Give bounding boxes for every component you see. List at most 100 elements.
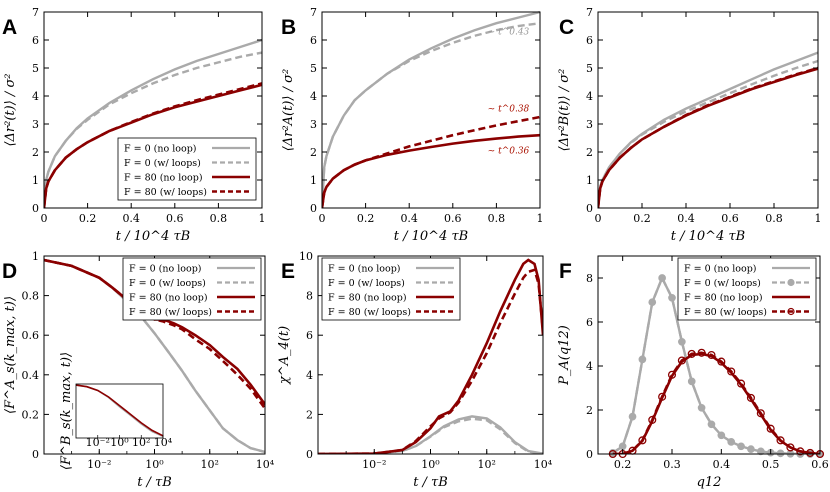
- inset-x-tick-label: 10⁰: [110, 436, 129, 449]
- y-tick-label: 2: [306, 408, 313, 421]
- y-tick-label: 0: [32, 202, 39, 215]
- series-line-C-1: [598, 51, 818, 208]
- y-tick-label: 10: [299, 250, 313, 263]
- series-line-B-2: [322, 22, 540, 208]
- data-point-F-2: [687, 377, 696, 386]
- x-tick-label: 0.5: [762, 458, 780, 471]
- panel-C: C 0 0.2 0.4 0.6 0.8 1 0 1 2 3 4 5 6 7 t / 10^4 τB ⟨Δr²B(…: [557, 6, 822, 244]
- y-tick-label: 2: [586, 404, 593, 417]
- panel-label-A: A: [2, 16, 17, 39]
- axes-frame-C: [597, 11, 819, 209]
- x-tick-label: 10⁻²: [362, 458, 386, 471]
- series-line-E-1: [318, 415, 543, 454]
- y-axis-label-D: ⟨F^A_s(k_max, t)⟩: [3, 296, 18, 414]
- x-tick-label: 10⁴: [534, 458, 553, 471]
- y-tick-label: 3: [586, 118, 593, 131]
- y-tick-label: 1: [310, 174, 317, 187]
- y-tick-label: 3: [32, 118, 39, 131]
- y-tick-label: 7: [310, 6, 317, 19]
- series-line-D-2: [44, 258, 265, 454]
- y-tick-label: 4: [310, 90, 317, 103]
- panel-E: E 10⁻² 10⁰ 10² 10⁴ 0 2 4 6 8 10 t / τB χ^A_4(t) F = 0…: [277, 250, 553, 490]
- legend-label-2: F = 0 (w/ loops): [129, 278, 206, 289]
- x-axis-label-B: t / 10^4 τB: [394, 229, 468, 244]
- x-tick-label: 10⁰: [421, 458, 440, 471]
- x-tick-label: 0.2: [614, 458, 632, 471]
- data-point-F-2: [717, 431, 726, 440]
- legend-marker: [787, 278, 795, 287]
- panel-A: A 0 0.2 0.4 0.6 0.8 1 0 1 2 3 4 5 6 7 t / 10^4 τB ⟨Δr²(t…: [2, 6, 266, 244]
- annotation-1: ∼ t^0.43: [488, 27, 530, 37]
- series-line-A-1: [44, 38, 262, 208]
- data-point-F-2: [697, 403, 706, 412]
- y-tick-label: 0: [32, 448, 39, 461]
- y-tick-label: 0: [310, 202, 317, 215]
- data-point-F-4: [796, 447, 805, 456]
- y-axis-label-F: P_A(q12): [557, 325, 572, 386]
- panel-B: B 0 0.2 0.4 0.6 0.8 1 0 1 2 3 4 5 6 7 t / 10^4 τB ⟨Δr²A(…: [281, 6, 544, 244]
- data-point-F-4: [806, 448, 815, 457]
- inset-series-line: [75, 384, 164, 437]
- x-tick-label: 10⁻²: [87, 458, 111, 471]
- data-point-F-4: [677, 356, 686, 365]
- y-tick-label: 3: [310, 118, 317, 131]
- x-tick-label: 0.6: [811, 458, 829, 471]
- panel-label-E: E: [281, 260, 295, 283]
- y-tick-label: 5: [32, 62, 39, 75]
- y-tick-label: 2: [32, 146, 39, 159]
- x-tick-label: 0.6: [166, 212, 184, 225]
- x-tick-label: 0.2: [79, 212, 97, 225]
- x-tick-label: 1: [815, 212, 822, 225]
- y-axis-label-B: ⟨Δr²A(t)⟩ / σ²: [281, 69, 296, 151]
- panel-label-C: C: [559, 16, 574, 39]
- legend-label-2: F = 0 (w/ loops): [684, 278, 761, 289]
- x-axis-label-F: q12: [697, 475, 722, 490]
- data-point-F-4: [737, 379, 746, 388]
- data-point-F-4: [687, 349, 696, 358]
- x-tick-label: 0.3: [663, 458, 681, 471]
- panel-F: F 0.2 0.3 0.4 0.5 0.6 0 2 4 6 8 q12 P_A(q12) F = 0 (n…: [557, 255, 829, 490]
- y-tick-label: 4: [32, 90, 39, 103]
- x-axis-label-C: t / 10^4 τB: [671, 229, 745, 244]
- legend-E: F = 0 (no loop) F = 0 (w/ loops) F = 80 (n…: [321, 257, 461, 321]
- series-line-F-4: [612, 351, 820, 454]
- x-axis-label-A: t / 10^4 τB: [116, 229, 190, 244]
- y-tick-label: 6: [32, 34, 39, 47]
- y-tick-label: 6: [306, 329, 313, 342]
- data-point-F-2: [747, 445, 755, 454]
- axes-frame-B: [321, 11, 541, 209]
- annotation-3: ∼ t^0.36: [488, 146, 530, 156]
- x-tick-label: 0.4: [713, 458, 731, 471]
- series-line-C-2: [598, 59, 818, 208]
- legend-label-3: F = 80 (no loop): [129, 293, 208, 304]
- data-point-F-2: [776, 449, 785, 458]
- y-tick-label: 8: [586, 272, 593, 285]
- inset-x-tick-label: 10⁻²: [86, 436, 110, 449]
- data-point-F-4: [766, 424, 775, 433]
- x-tick-label: 0.6: [444, 212, 462, 225]
- y-tick-label: 8: [306, 290, 313, 303]
- legend-label-4: F = 80 (w/ loops): [124, 187, 207, 198]
- data-point-F-4: [697, 348, 706, 357]
- data-point-F-2: [618, 442, 627, 451]
- y-tick-label: 4: [586, 90, 593, 103]
- data-point-F-2: [628, 412, 637, 421]
- x-tick-label: 0.2: [357, 212, 375, 225]
- x-axis-label-D: t / τB: [137, 475, 172, 490]
- legend-label-1: F = 0 (no loop): [328, 264, 400, 275]
- data-point-F-2: [756, 447, 765, 456]
- data-point-F-4: [707, 350, 716, 360]
- y-tick-label: 2: [586, 146, 593, 159]
- data-point-F-2: [638, 355, 647, 364]
- y-tick-label: 0.6: [22, 329, 40, 342]
- legend-label-3: F = 80 (no loop): [328, 293, 407, 304]
- x-tick-label: 0.6: [721, 212, 739, 225]
- data-point-F-2: [707, 420, 716, 429]
- x-tick-label: 0: [319, 212, 326, 225]
- y-axis-label-E: χ^A_4(t): [277, 326, 292, 385]
- y-tick-label: 4: [586, 360, 593, 373]
- x-tick-label: 10²: [201, 458, 219, 471]
- series-line-D-4: [44, 258, 265, 410]
- y-tick-label: 1: [586, 174, 593, 187]
- x-tick-label: 0.8: [765, 212, 783, 225]
